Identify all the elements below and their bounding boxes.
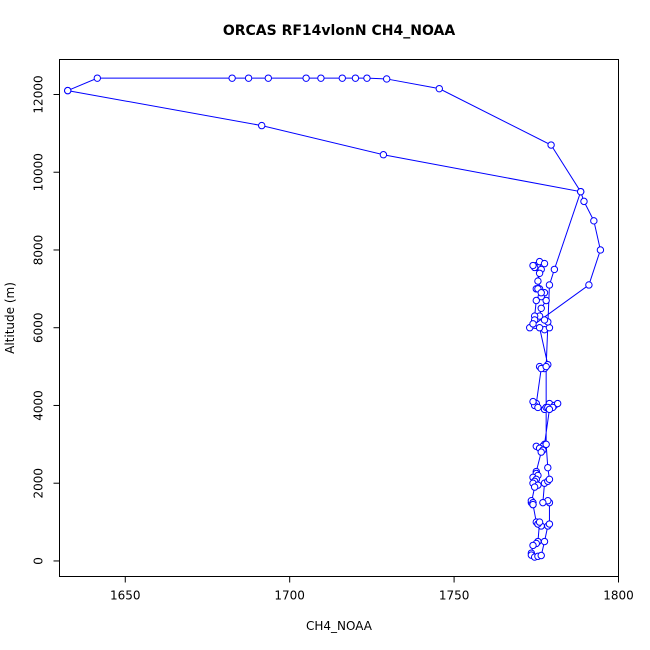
data-point — [542, 362, 550, 371]
data-point — [545, 475, 554, 484]
data-point — [540, 259, 549, 268]
y-tick-label: 2000 — [32, 468, 46, 499]
data-point — [576, 187, 585, 196]
data-point — [596, 246, 605, 254]
x-axis-label: CH4_NOAA — [306, 619, 373, 633]
data-point — [382, 75, 391, 83]
data-point — [539, 498, 547, 507]
data-point — [553, 399, 562, 408]
data-point — [529, 397, 537, 406]
series-layer — [64, 74, 605, 561]
data-point — [545, 281, 554, 289]
data-point — [529, 541, 537, 550]
data-point — [258, 121, 266, 130]
data-point — [529, 261, 537, 270]
y-tick-label: 0 — [32, 557, 46, 565]
data-point — [351, 74, 360, 82]
y-tick-label: 10000 — [32, 153, 46, 191]
data-point — [93, 74, 102, 82]
y-tick-label: 6000 — [32, 312, 46, 343]
data-point — [534, 403, 542, 412]
data-point — [545, 405, 554, 414]
data-point — [537, 304, 545, 312]
x-tick-label: 1800 — [603, 589, 634, 603]
y-tick-label: 12000 — [32, 75, 46, 113]
data-point — [585, 281, 593, 289]
data-point — [529, 320, 537, 328]
data-point — [264, 74, 273, 82]
data-point — [244, 74, 253, 82]
data-point — [540, 537, 549, 546]
data-point — [537, 448, 545, 456]
data-point — [537, 289, 545, 297]
x-tick-label: 1700 — [274, 589, 305, 603]
data-point — [547, 141, 555, 149]
data-point — [338, 74, 346, 82]
data-point — [580, 197, 588, 206]
data-point — [228, 74, 236, 82]
chart-title: ORCAS RF14vlonN CH4_NOAA — [223, 23, 455, 39]
y-axis-label: Altitude (m) — [3, 282, 17, 354]
data-point — [542, 296, 550, 305]
x-tick-label: 1750 — [439, 589, 470, 603]
data-point — [317, 74, 325, 82]
y-tick-label: 8000 — [32, 235, 46, 266]
data-point — [550, 265, 559, 274]
data-point — [530, 483, 539, 491]
data-point — [534, 277, 542, 285]
data-point — [302, 74, 310, 82]
x-tick-label: 1650 — [110, 589, 141, 603]
data-point — [540, 316, 549, 324]
data-point — [529, 500, 537, 509]
plot-frame — [59, 59, 619, 577]
data-point — [363, 74, 371, 82]
data-point — [64, 86, 72, 95]
data-point — [537, 551, 545, 560]
data-point — [435, 84, 443, 93]
data-point — [379, 151, 388, 159]
data-point — [544, 463, 552, 472]
y-tick-label: 4000 — [32, 390, 46, 421]
data-point — [542, 440, 550, 449]
data-point — [532, 296, 540, 305]
data-point — [535, 269, 544, 277]
data-point — [590, 217, 598, 225]
data-point — [545, 520, 554, 528]
data-point — [535, 324, 544, 332]
data-point — [535, 518, 544, 526]
